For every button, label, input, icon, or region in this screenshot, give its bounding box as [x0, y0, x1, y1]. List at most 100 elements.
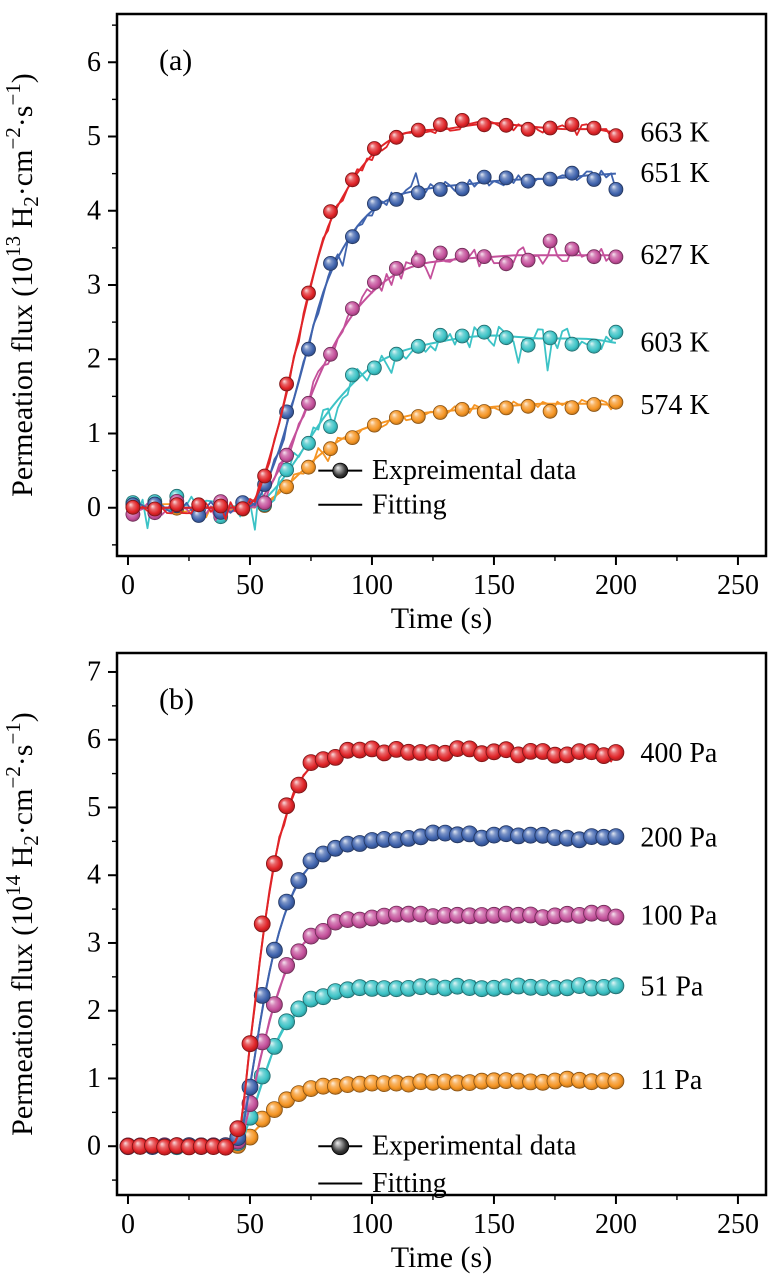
- data-point-marker: [344, 301, 360, 317]
- y-tick-label: 2: [87, 995, 101, 1026]
- y-tick-label: 5: [87, 792, 101, 823]
- data-point-marker: [388, 410, 404, 425]
- data-point-marker: [564, 400, 580, 416]
- data-point-marker: [476, 324, 492, 340]
- data-point-marker: [169, 497, 185, 513]
- data-point-marker: [586, 120, 602, 136]
- experimental-line: [127, 912, 616, 1149]
- x-tick-label: 100: [351, 1209, 393, 1240]
- data-point-marker: [290, 1000, 308, 1018]
- series-label: 51 Pa: [640, 972, 704, 1003]
- data-point-marker: [217, 1138, 235, 1156]
- data-point-marker: [366, 196, 382, 212]
- y-tick-label: 1: [87, 1063, 101, 1094]
- data-point-marker: [607, 744, 625, 761]
- series-label: 11 Pa: [640, 1065, 703, 1096]
- data-point-marker: [432, 117, 448, 133]
- y-axis-title: Permeation flux (1013 H2·cm−2·s−1): [1, 73, 43, 497]
- data-point-marker: [410, 253, 426, 269]
- data-point-marker: [520, 252, 536, 268]
- data-point-marker: [301, 341, 316, 357]
- data-point-marker: [229, 1120, 247, 1138]
- data-point-marker: [498, 330, 514, 346]
- data-point-marker: [586, 249, 602, 265]
- data-point-marker: [498, 400, 514, 416]
- y-tick-label: 7: [87, 656, 101, 687]
- data-point-marker: [454, 113, 470, 128]
- data-point-marker: [253, 986, 271, 1004]
- data-point-marker: [147, 501, 163, 517]
- data-point-marker: [366, 417, 382, 433]
- data-point-marker: [301, 395, 316, 411]
- data-point-marker: [476, 404, 492, 419]
- legend-sphere-icon: [332, 462, 349, 479]
- data-point-marker: [366, 360, 382, 376]
- data-point-marker: [278, 1013, 296, 1031]
- data-point-marker: [323, 346, 338, 362]
- data-point-marker: [265, 855, 283, 873]
- panel-a-chart: 0 50 100 150 200 250 0 1 2 3 4 5 6 Time (s) Permeation…: [1, 12, 768, 635]
- panel-tag: (b): [159, 683, 194, 716]
- series-400-Pa: [119, 740, 625, 1156]
- x-tick-label: 250: [717, 570, 759, 601]
- x-axis-title: Time (s): [391, 1241, 492, 1274]
- data-point-marker: [191, 497, 207, 513]
- data-point-marker: [257, 495, 273, 511]
- series-label: 627 K: [640, 240, 709, 271]
- series-label: 400 Pa: [640, 738, 718, 769]
- series-label: 574 K: [640, 390, 709, 421]
- y-tick-label: 3: [87, 927, 101, 958]
- data-point-marker: [542, 171, 558, 187]
- x-tick-label: 150: [473, 570, 515, 601]
- y-tick-label: 5: [87, 121, 101, 152]
- data-point-marker: [301, 459, 316, 475]
- data-point-marker: [213, 498, 229, 514]
- series-label: 603 K: [640, 327, 709, 358]
- panel-b-chart: 0 50 100 150 200 250 0 1 2 3 4 5 6 7 Time (s) Permeatio…: [1, 651, 768, 1274]
- data-point-marker: [278, 893, 296, 911]
- data-point-marker: [607, 977, 625, 995]
- x-tick-label: 50: [236, 570, 264, 601]
- series-51-Pa: [119, 977, 625, 1156]
- data-point-marker: [323, 441, 338, 457]
- data-point-marker: [432, 182, 448, 197]
- data-point-marker: [454, 328, 470, 344]
- data-point-marker: [586, 338, 602, 354]
- data-point-marker: [235, 501, 251, 517]
- data-point-marker: [564, 336, 580, 352]
- data-point-marker: [564, 117, 580, 132]
- data-point-marker: [323, 419, 338, 435]
- data-point-marker: [278, 957, 296, 974]
- y-tick-label: 0: [87, 492, 101, 523]
- x-tick-label: 100: [351, 570, 393, 601]
- data-point-marker: [314, 922, 332, 940]
- data-point-marker: [454, 401, 470, 417]
- data-point-marker: [476, 169, 492, 185]
- y-tick-label: 6: [87, 47, 101, 78]
- data-point-marker: [607, 1072, 625, 1090]
- y-tick-label: 4: [87, 860, 101, 891]
- fitting-line: [128, 122, 617, 509]
- series-663-K: [125, 113, 624, 521]
- data-point-marker: [344, 172, 360, 188]
- data-point-marker: [301, 435, 316, 451]
- data-point-marker: [520, 121, 536, 137]
- data-point-marker: [608, 324, 624, 340]
- data-point-marker: [253, 915, 271, 933]
- series-label: 100 Pa: [640, 900, 718, 931]
- y-axis-title: Permeation flux (1014 H2·cm−2·s−1): [1, 712, 43, 1136]
- plot-frame: [115, 651, 768, 1197]
- data-point-marker: [498, 117, 514, 133]
- x-tick-label: 0: [121, 570, 135, 601]
- data-point-marker: [607, 828, 625, 846]
- data-point-marker: [278, 797, 296, 815]
- axes-panel-b: 0 50 100 150 200 250 0 1 2 3 4 5 6 7 Time (s) Permeatio…: [1, 651, 768, 1274]
- x-tick-label: 50: [236, 1209, 264, 1240]
- data-point-marker: [608, 394, 624, 410]
- x-axis-title: Time (s): [391, 602, 492, 635]
- series-label: 200 Pa: [640, 822, 718, 853]
- data-point-marker: [608, 128, 624, 144]
- data-point-marker: [344, 430, 360, 446]
- data-point-marker: [257, 468, 273, 484]
